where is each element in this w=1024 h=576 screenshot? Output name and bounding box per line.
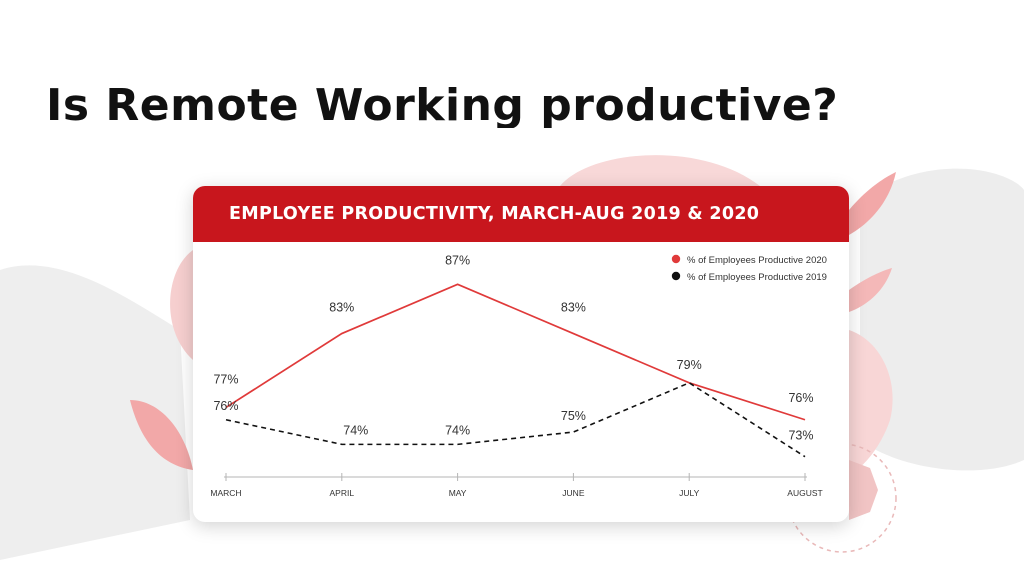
- data-label: 83%: [561, 301, 586, 315]
- data-label: 77%: [213, 372, 238, 386]
- data-label: 76%: [788, 391, 813, 405]
- pink-blob-right: [849, 330, 893, 475]
- x-tick-label: JULY: [679, 488, 699, 498]
- chart-header: EMPLOYEE PRODUCTIVITY, MARCH-AUG 2019 & …: [193, 186, 849, 242]
- data-label: 73%: [788, 429, 813, 443]
- slide-title: Is Remote Working productive?: [46, 84, 839, 128]
- series-2019-line: [225, 381, 806, 458]
- x-tick-label: MAY: [449, 488, 467, 498]
- data-label: 79%: [677, 358, 702, 372]
- chart-card: EMPLOYEE PRODUCTIVITY, MARCH-AUG 2019 & …: [193, 186, 849, 522]
- gray-blob-right: [860, 168, 1024, 471]
- pink-blob-top: [560, 155, 760, 186]
- series-2020-line: [225, 283, 806, 421]
- legend-label-2019: % of Employees Productive 2019: [687, 272, 827, 283]
- pink-blob-left: [170, 250, 193, 360]
- x-tick-label: APRIL: [330, 488, 355, 498]
- gray-blob-left: [0, 265, 190, 560]
- data-label: 74%: [445, 423, 470, 437]
- pink-leaf-right: [849, 268, 892, 312]
- data-label: 74%: [343, 423, 368, 437]
- data-label: 83%: [329, 301, 354, 315]
- legend-marker-2020: [671, 254, 681, 264]
- x-tick-label: AUGUST: [787, 488, 822, 498]
- data-label: 75%: [561, 409, 586, 423]
- x-tick-label: MARCH: [210, 488, 241, 498]
- legend-label-2020: % of Employees Productive 2020: [687, 255, 827, 266]
- pink-leaf-right-top: [849, 172, 896, 235]
- pink-leaf-left: [130, 400, 193, 470]
- chart-title: EMPLOYEE PRODUCTIVITY, MARCH-AUG 2019 & …: [229, 204, 760, 224]
- gear-icon: [849, 460, 878, 520]
- line-chart: MARCH APRIL MAY JUNE JULY AUGUST 77% 83% 87% 83% 7…: [210, 253, 827, 498]
- legend-marker-2019: [671, 271, 681, 281]
- data-label: 76%: [213, 399, 238, 413]
- data-label: 87%: [445, 253, 470, 267]
- x-tick-label: JUNE: [562, 488, 585, 498]
